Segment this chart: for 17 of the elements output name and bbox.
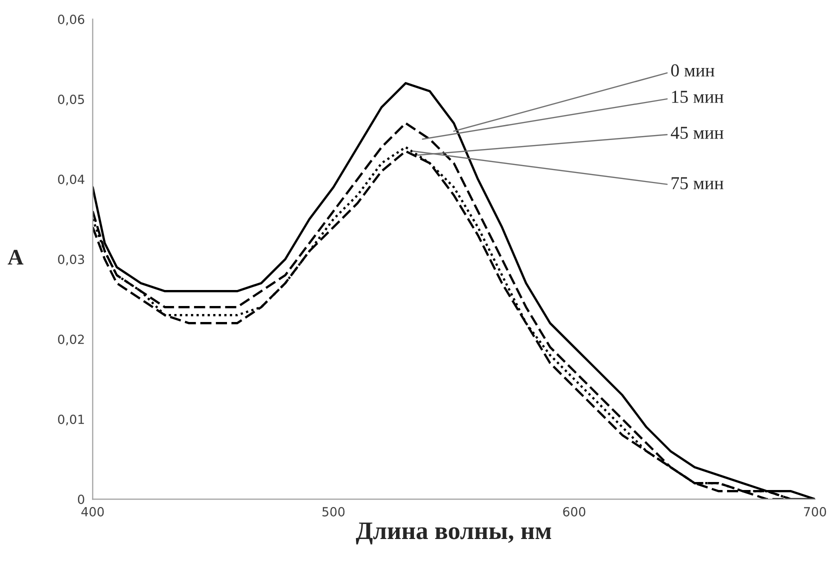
x-tick-label: 600 — [563, 507, 586, 516]
y-tick-label: 0,04 — [58, 174, 84, 186]
annotation: 15 мин — [672, 90, 724, 103]
annotation: 75 мин — [672, 177, 724, 190]
y-tick-label: 0,05 — [58, 94, 84, 106]
y-tick-label: 0,03 — [58, 254, 84, 266]
y-tick-label: 0,02 — [58, 334, 84, 346]
y-axis-title: A — [8, 250, 24, 264]
annotation: 45 мин — [670, 126, 724, 139]
annotation: 0 мин — [671, 64, 714, 76]
x-tick-label: 400 — [81, 507, 104, 516]
y-tick-label: 0 — [78, 494, 84, 504]
x-tick-label: 500 — [322, 507, 345, 516]
y-tick-label: 0,01 — [58, 414, 84, 426]
x-tick-label: 700 — [804, 507, 826, 516]
x-axis-title: Длина волны, нм — [356, 522, 552, 544]
y-tick-label: 0,06 — [58, 14, 84, 26]
